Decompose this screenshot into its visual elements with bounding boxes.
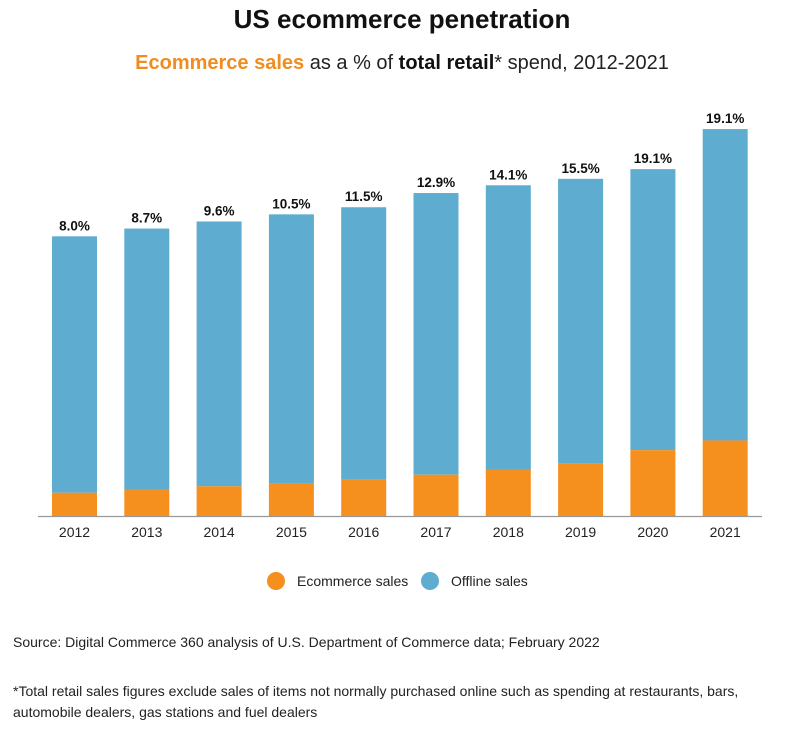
x-tick-label: 2014 bbox=[204, 524, 235, 540]
subtitle-connector: as a % of bbox=[304, 52, 399, 74]
bar-value-label: 14.1% bbox=[489, 167, 527, 182]
bar-value-label: 12.9% bbox=[417, 175, 455, 190]
ecommerce-sales-bar bbox=[341, 479, 387, 516]
ecommerce-sales-bar bbox=[196, 486, 242, 516]
offline-sales-bar bbox=[268, 214, 314, 484]
offline-sales-bar bbox=[196, 221, 242, 487]
bar-value-label: 11.5% bbox=[345, 189, 383, 204]
offline-sales-bar bbox=[124, 228, 170, 490]
chart-subtitle: Ecommerce sales as a % of total retail* … bbox=[0, 52, 804, 75]
offline-sales-bar bbox=[52, 236, 97, 493]
ecommerce-sales-bar bbox=[630, 450, 676, 516]
legend-ecommerce-swatch bbox=[267, 572, 285, 590]
offline-sales-bar bbox=[702, 129, 748, 441]
ecommerce-sales-bar bbox=[558, 463, 604, 516]
x-tick-label: 2013 bbox=[131, 524, 162, 540]
bar-value-label: 15.5% bbox=[561, 161, 599, 176]
legend-offline-label: Offline sales bbox=[451, 573, 528, 589]
x-tick-label: 2019 bbox=[565, 524, 596, 540]
subtitle-tail: * spend, 2012-2021 bbox=[494, 52, 669, 74]
x-tick-label: 2016 bbox=[348, 524, 379, 540]
offline-sales-bar bbox=[630, 169, 676, 451]
bar-value-label: 8.7% bbox=[131, 211, 162, 226]
bar-value-label: 8.0% bbox=[59, 218, 90, 233]
ecommerce-sales-bar bbox=[413, 474, 459, 516]
chart-title: US ecommerce penetration bbox=[233, 4, 571, 34]
bar-value-label: 19.1% bbox=[706, 111, 744, 126]
subtitle-total-retail: total retail bbox=[398, 52, 495, 74]
footnote: *Total retail sales figures exclude sale… bbox=[13, 683, 739, 720]
stacked-bar-chart: 8.0% 2012 8.7% 2013 9.6% 2014 10.5% 2015 11.5% 20… bbox=[38, 111, 762, 590]
x-tick-label: 2017 bbox=[420, 524, 451, 540]
offline-sales-bar bbox=[558, 178, 604, 464]
legend-ecommerce-label: Ecommerce sales bbox=[297, 573, 408, 589]
bar-value-label: 19.1% bbox=[634, 151, 672, 166]
x-tick-label: 2021 bbox=[710, 524, 741, 540]
ecommerce-sales-bar bbox=[485, 469, 531, 516]
subtitle-ecommerce: Ecommerce sales bbox=[135, 52, 305, 74]
ecommerce-sales-bar bbox=[124, 489, 170, 516]
x-tick-label: 2018 bbox=[493, 524, 524, 540]
bar-value-label: 10.5% bbox=[272, 196, 310, 211]
offline-sales-bar bbox=[341, 207, 387, 480]
offline-sales-bar bbox=[413, 193, 459, 475]
offline-sales-bar bbox=[485, 185, 531, 470]
ecommerce-sales-bar bbox=[52, 492, 97, 516]
legend-offline-swatch bbox=[421, 572, 439, 590]
source-note: Source: Digital Commerce 360 analysis of… bbox=[13, 634, 600, 650]
x-tick-label: 2015 bbox=[276, 524, 307, 540]
x-tick-label: 2012 bbox=[59, 524, 90, 540]
x-tick-label: 2020 bbox=[637, 524, 668, 540]
ecommerce-sales-bar bbox=[702, 440, 748, 516]
ecommerce-sales-bar bbox=[268, 483, 314, 516]
bar-value-label: 9.6% bbox=[204, 203, 235, 218]
